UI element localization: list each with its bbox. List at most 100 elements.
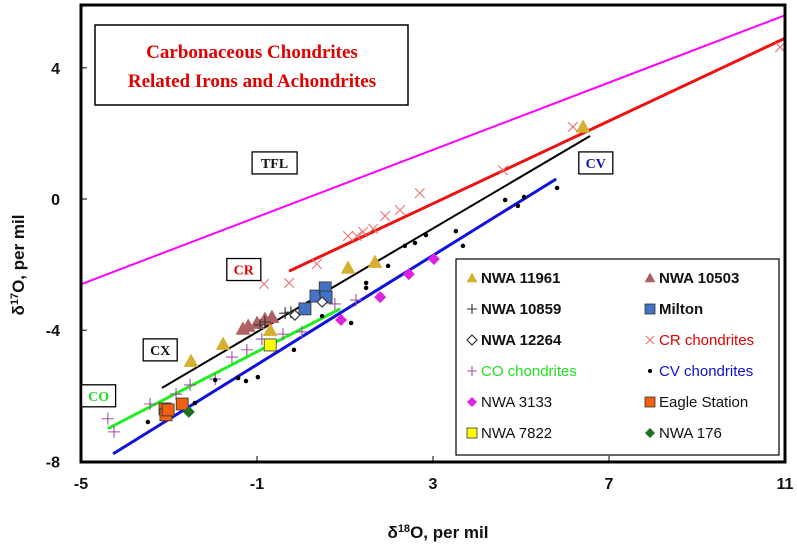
point-cr-chondrites — [311, 258, 323, 270]
point-cv-chondrites — [385, 263, 391, 269]
point-nwa-11961 — [215, 336, 231, 350]
x-tick-label: 3 — [429, 476, 438, 493]
legend-marker — [466, 334, 478, 346]
point-cv-chondrites — [521, 194, 527, 200]
series-nwa-7822 — [263, 338, 277, 352]
point-cv-chondrites — [243, 378, 249, 384]
label-tfl: TFL — [251, 151, 298, 175]
point-nwa-7822 — [263, 338, 277, 352]
point-cv-chondrites — [145, 419, 151, 425]
label-text: CR — [234, 264, 255, 279]
legend-item-nwa-11961: NWA 11961 — [466, 270, 561, 287]
legend-item-eagle-station: Eagle Station — [644, 394, 748, 411]
legend-label: CO chondrites — [481, 363, 577, 380]
point-cr-chondrites — [367, 223, 379, 235]
legend-label: NWA 10859 — [481, 301, 561, 318]
label-text: CX — [150, 344, 170, 359]
legend-label: NWA 10503 — [659, 270, 739, 287]
legend: NWA 11961 NWA 10503 NWA 10859 Milton NWA 122… — [455, 258, 780, 456]
point-cr-chondrites — [357, 226, 369, 237]
point-co-chondrites — [184, 378, 197, 391]
point-cr-chondrites — [497, 164, 509, 176]
point-co-chondrites — [350, 294, 362, 307]
x-axis-title-suffix: O, per mil — [410, 523, 488, 542]
label-box — [142, 338, 178, 362]
series-nwa-176 — [182, 405, 195, 418]
point-co-chondrites — [328, 297, 341, 310]
point-cv-chondrites — [423, 232, 429, 238]
legend-marker — [645, 428, 655, 438]
point-cv-chondrites — [515, 203, 521, 209]
x-tick-label: -5 — [74, 476, 88, 493]
legend-label: NWA 3133 — [481, 394, 552, 411]
legend-label: CR chondrites — [659, 332, 754, 349]
point-nwa-3133 — [427, 253, 440, 266]
x-tick-label: -1 — [250, 476, 264, 493]
x-axis-title-prefix: δ — [388, 523, 398, 542]
y-axis-title-prefix: δ — [9, 305, 28, 315]
label-cr: CR — [226, 257, 262, 282]
y-axis-title: δ17O, per mil — [9, 215, 28, 316]
point-cv-chondrites — [554, 185, 560, 191]
legend-label: NWA 11961 — [481, 270, 561, 287]
point-cr-chondrites — [567, 121, 579, 133]
y-axis-title-sup: 17 — [9, 293, 21, 305]
legend-label: Milton — [659, 301, 703, 318]
point-cv-chondrites — [235, 375, 241, 381]
legend-item-nwa-10503: NWA 10503 — [644, 270, 739, 287]
title-box: Carbonaceous Chondrites Related Irons an… — [94, 24, 409, 106]
point-cr-chondrites — [414, 187, 425, 199]
point-cv-chondrites — [291, 347, 297, 353]
point-co-chondrites — [295, 325, 308, 338]
legend-marker — [644, 272, 656, 283]
legend-label: NWA 7822 — [481, 425, 552, 442]
label-text: CV — [586, 157, 606, 172]
legend-label: NWA 176 — [659, 425, 722, 442]
point-eagle-station — [175, 397, 189, 411]
point-cr-chondrites — [774, 41, 786, 53]
point-nwa-12264 — [288, 309, 301, 321]
point-cv-chondrites — [502, 197, 508, 203]
point-cv-chondrites — [192, 400, 198, 406]
point-cr-chondrites — [351, 230, 363, 242]
point-co-chondrites — [225, 351, 238, 364]
point-cv-chondrites — [319, 313, 325, 319]
data-points — [101, 41, 786, 438]
point-cr-chondrites — [283, 277, 295, 289]
point-cv-chondrites — [212, 377, 218, 383]
series-cv-chondrites — [145, 185, 560, 425]
point-nwa-3133 — [402, 268, 415, 281]
series-eagle-station — [158, 397, 189, 422]
point-eagle-station — [161, 403, 175, 417]
label-box — [251, 151, 298, 175]
point-nwa-10503 — [264, 309, 280, 323]
y-tick-label: -4 — [46, 323, 60, 340]
label-box — [80, 384, 117, 408]
point-nwa-10859 — [258, 316, 271, 328]
legend-marker — [467, 366, 477, 376]
legend-item-co-chondrites: CO chondrites — [467, 363, 577, 380]
label-box — [226, 257, 262, 282]
point-cv-chondrites — [363, 285, 369, 291]
legend-marker — [644, 396, 656, 408]
point-nwa-3133 — [335, 314, 348, 327]
x-axis-title: δ18O, per mil — [388, 523, 489, 542]
point-cv-chondrites — [255, 374, 261, 380]
point-nwa-10859 — [279, 307, 292, 320]
point-nwa-11961 — [183, 353, 199, 367]
legend-item-nwa-10859: NWA 10859 — [467, 301, 561, 318]
point-cv-chondrites — [348, 320, 354, 326]
point-nwa-11961 — [262, 322, 278, 337]
chart-title-line-2: Related Irons and Achondrites — [128, 71, 376, 92]
point-nwa-3133 — [374, 291, 387, 304]
point-co-chondrites — [240, 343, 253, 356]
x-tick-label: 7 — [605, 476, 614, 493]
legend-label: CV chondrites — [659, 363, 753, 380]
line-tfl — [80, 14, 786, 286]
legend-marker — [644, 303, 656, 315]
point-nwa-11961 — [575, 119, 591, 133]
label-co: CO — [80, 384, 117, 408]
point-nwa-11961 — [367, 254, 383, 268]
label-box — [578, 151, 614, 175]
point-co-chondrites — [144, 398, 157, 410]
